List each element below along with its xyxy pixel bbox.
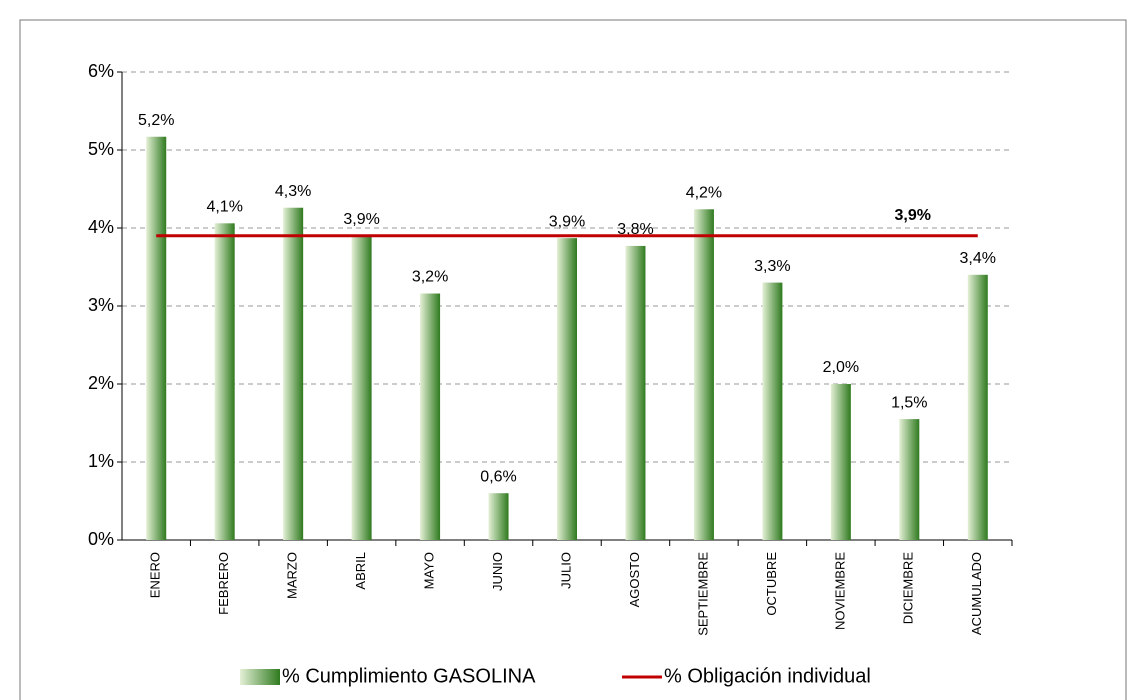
y-tick-label: 3%: [88, 295, 114, 315]
data-label: 4,3%: [275, 183, 311, 200]
x-tick-label: JUNIO: [490, 552, 505, 591]
y-tick-label: 4%: [88, 217, 114, 237]
bar: [967, 274, 988, 540]
data-label: 1,5%: [891, 394, 927, 411]
bar: [351, 235, 372, 541]
x-tick-label: SEPTIEMBRE: [695, 552, 710, 636]
bar: [146, 136, 167, 541]
data-label: 3,9%: [549, 213, 585, 230]
bar: [488, 493, 509, 540]
data-label: 3,2%: [412, 269, 448, 286]
bar: [830, 384, 851, 540]
x-tick-label: DICIEMBRE: [901, 552, 916, 625]
y-tick-label: 5%: [88, 139, 114, 159]
x-tick-label: OCTUBRE: [764, 552, 779, 616]
x-tick-label: ABRIL: [353, 552, 368, 590]
y-tick-label: 0%: [88, 529, 114, 549]
chart-border: [19, 19, 1127, 700]
data-label: 4,2%: [686, 184, 722, 201]
legend-label: % Cumplimiento GASOLINA: [282, 665, 536, 687]
data-label: 3,8%: [617, 221, 653, 238]
bar: [420, 293, 441, 540]
x-tick-label: JULIO: [558, 552, 573, 589]
x-tick-label: NOVIEMBRE: [832, 552, 847, 630]
data-label: 3,3%: [754, 258, 790, 275]
x-tick-label: FEBRERO: [216, 552, 231, 615]
data-label: 4,1%: [206, 199, 242, 216]
y-tick-label: 1%: [88, 451, 114, 471]
y-tick-label: 2%: [88, 373, 114, 393]
data-label: 3,9%: [343, 211, 379, 228]
bar: [762, 282, 783, 540]
bar: [214, 223, 235, 540]
x-tick-label: ENERO: [148, 552, 163, 598]
bar: [283, 207, 304, 540]
data-label: 3,4%: [960, 250, 996, 267]
x-tick-label: MARZO: [285, 552, 300, 599]
x-tick-label: MAYO: [422, 552, 437, 589]
bar: [899, 419, 920, 540]
bar: [693, 209, 714, 540]
x-tick-label: AGOSTO: [627, 552, 642, 607]
legend-swatch: [240, 669, 280, 685]
data-label: 5,2%: [138, 112, 174, 129]
y-tick-label: 6%: [88, 61, 114, 81]
data-label: 0,6%: [480, 468, 516, 485]
reference-label: 3,9%: [894, 207, 930, 224]
x-tick-label: ACUMULADO: [969, 552, 984, 635]
bar: [557, 238, 577, 540]
bar: [625, 245, 646, 540]
data-label: 2,0%: [823, 359, 859, 376]
legend-label: % Obligación individual: [664, 665, 871, 687]
